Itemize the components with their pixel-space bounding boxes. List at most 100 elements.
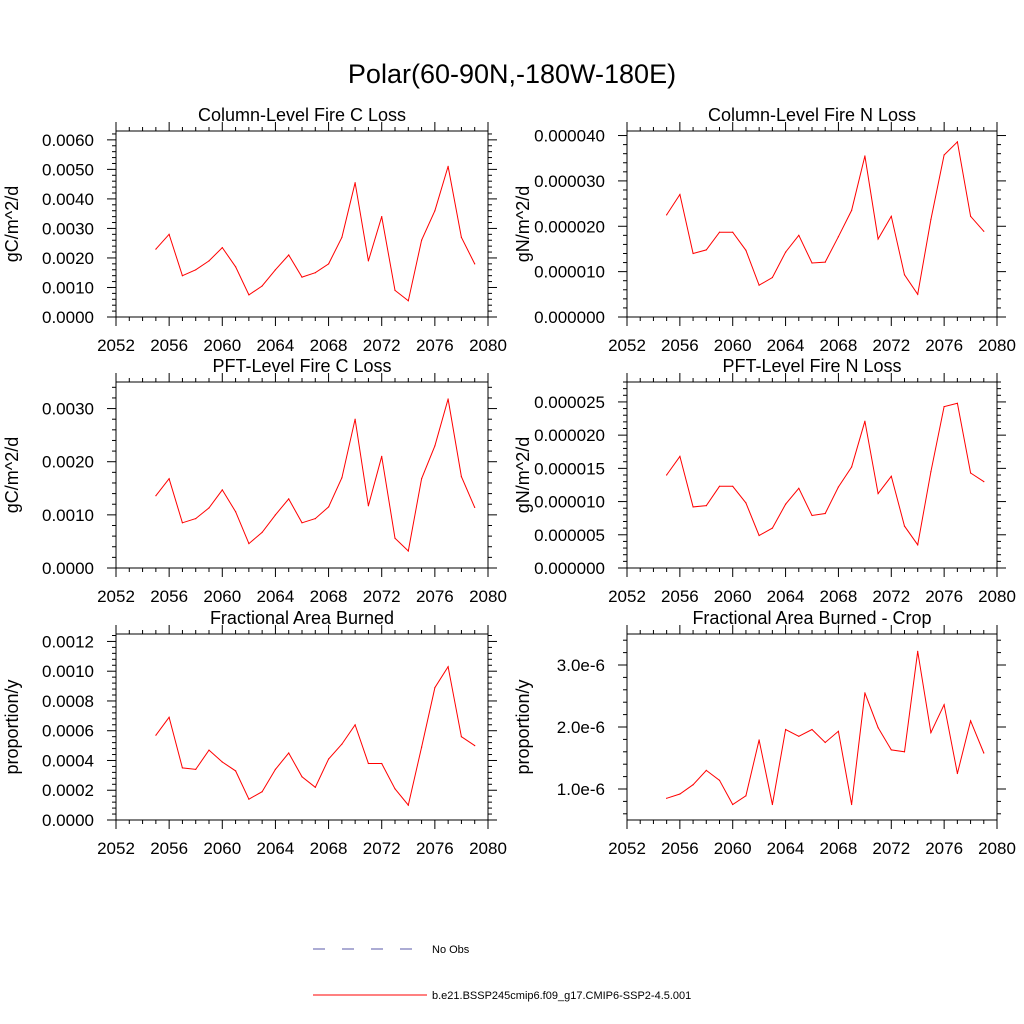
y-tick-label: 2.0e-6 [557,718,605,737]
data-point [181,767,183,769]
y-tick-label: 0.000000 [534,559,605,578]
data-point [394,788,396,790]
y-tick-label: 0.0012 [42,632,94,651]
data-point [917,650,919,653]
plot-frame [626,130,998,318]
x-tick-label: 2068 [310,839,348,858]
x-tick-label: 2076 [925,587,963,606]
panel-title: PFT-Level Fire C Loss [212,356,391,376]
y-tick-label: 0.000030 [534,172,605,191]
x-tick-label: 2068 [820,336,858,355]
data-point [718,779,721,781]
data-point [381,216,383,218]
panel-title: Column-Level Fire N Loss [708,105,916,125]
x-tick-label: 2052 [97,587,135,606]
chart-panel: Column-Level Fire N Loss gN/m^2/d 2052 2056… [513,105,1016,355]
data-point [314,518,316,520]
data-point [474,745,476,747]
data-point [930,471,932,473]
data-point [328,758,330,760]
y-tick-label: 3.0e-6 [557,656,605,675]
data-point [824,261,826,263]
chart-panel: Fractional Area Burned - Crop proportion/… [513,608,1016,858]
y-tick-label: 1.0e-6 [557,780,605,799]
data-point [679,455,681,457]
y-axis-label: gN/m^2/d [513,186,533,262]
y-tick-label: 0.0020 [42,453,94,472]
y-tick-label: 0.0030 [42,400,94,419]
x-tick-label: 2052 [97,336,135,355]
data-point [983,230,985,232]
data-point [798,487,800,489]
data-point [956,772,959,775]
data-point [930,732,932,734]
data-point [785,251,787,253]
data-point [811,728,813,731]
data-point [421,478,423,480]
data-point [155,248,157,250]
data-point [956,402,959,404]
data-point [785,503,787,505]
x-tick-label: 2076 [416,839,454,858]
y-tick-label: 0.000010 [534,263,605,282]
chart-panel: PFT-Level Fire N Loss gN/m^2/d 2052 2056 206… [513,356,1016,606]
data-point [837,730,840,732]
x-tick-label: 2068 [820,839,858,858]
data-point [367,260,369,262]
data-point [732,231,734,233]
y-tick-label: 0.000010 [534,493,605,512]
data-point [890,749,892,751]
data-point [474,263,476,265]
x-tick-label: 2060 [203,336,241,355]
panel-title: Fractional Area Burned [210,608,394,628]
data-point [824,741,826,744]
x-tick-label: 2064 [257,336,295,355]
data-point [208,749,210,751]
data-point [666,797,668,799]
data-point [718,231,721,233]
y-axis-label: proportion/y [2,679,22,774]
x-tick-label: 2068 [310,336,348,355]
data-point [745,795,747,797]
x-tick-label: 2056 [661,839,699,858]
series-line [666,651,985,806]
data-point [851,466,853,468]
data-point [288,752,290,754]
data-point [771,527,774,529]
chart-panel: Column-Level Fire C Loss gC/m^2/d 2052 2056… [2,105,507,355]
data-point [367,505,369,507]
data-point [288,498,290,500]
x-tick-label: 2076 [416,587,454,606]
data-point [168,716,170,718]
y-axis-label: gC/m^2/d [2,186,22,262]
panel-title: PFT-Level Fire N Loss [722,356,901,376]
data-point [903,751,906,753]
data-point [877,727,879,729]
legend-label-model-run: b.e21.BSSP245cmip6.f09_g17.CMIP6-SSP2-4.… [432,990,691,1002]
x-tick-label: 2076 [416,336,454,355]
data-point [288,254,290,256]
data-point [341,477,343,479]
data-point [168,233,170,235]
x-tick-label: 2056 [661,336,699,355]
x-tick-label: 2064 [767,336,805,355]
y-tick-label: 0.0008 [42,692,94,711]
x-tick-label: 2052 [608,336,646,355]
y-axis-label: proportion/y [513,679,533,774]
data-point [692,506,694,508]
y-tick-label: 0.0040 [42,190,94,209]
x-tick-label: 2076 [925,336,963,355]
data-point [354,182,356,184]
x-tick-label: 2072 [363,587,401,606]
data-point [235,511,237,513]
plot-frame [115,130,489,318]
x-tick-label: 2064 [257,587,295,606]
data-point [434,445,436,447]
x-tick-label: 2060 [714,839,752,858]
data-point [890,215,892,217]
data-point [328,263,330,265]
x-tick-label: 2080 [978,587,1016,606]
data-point [301,776,303,778]
figure-title: Polar(60-90N,-180W-180E) [348,59,676,89]
